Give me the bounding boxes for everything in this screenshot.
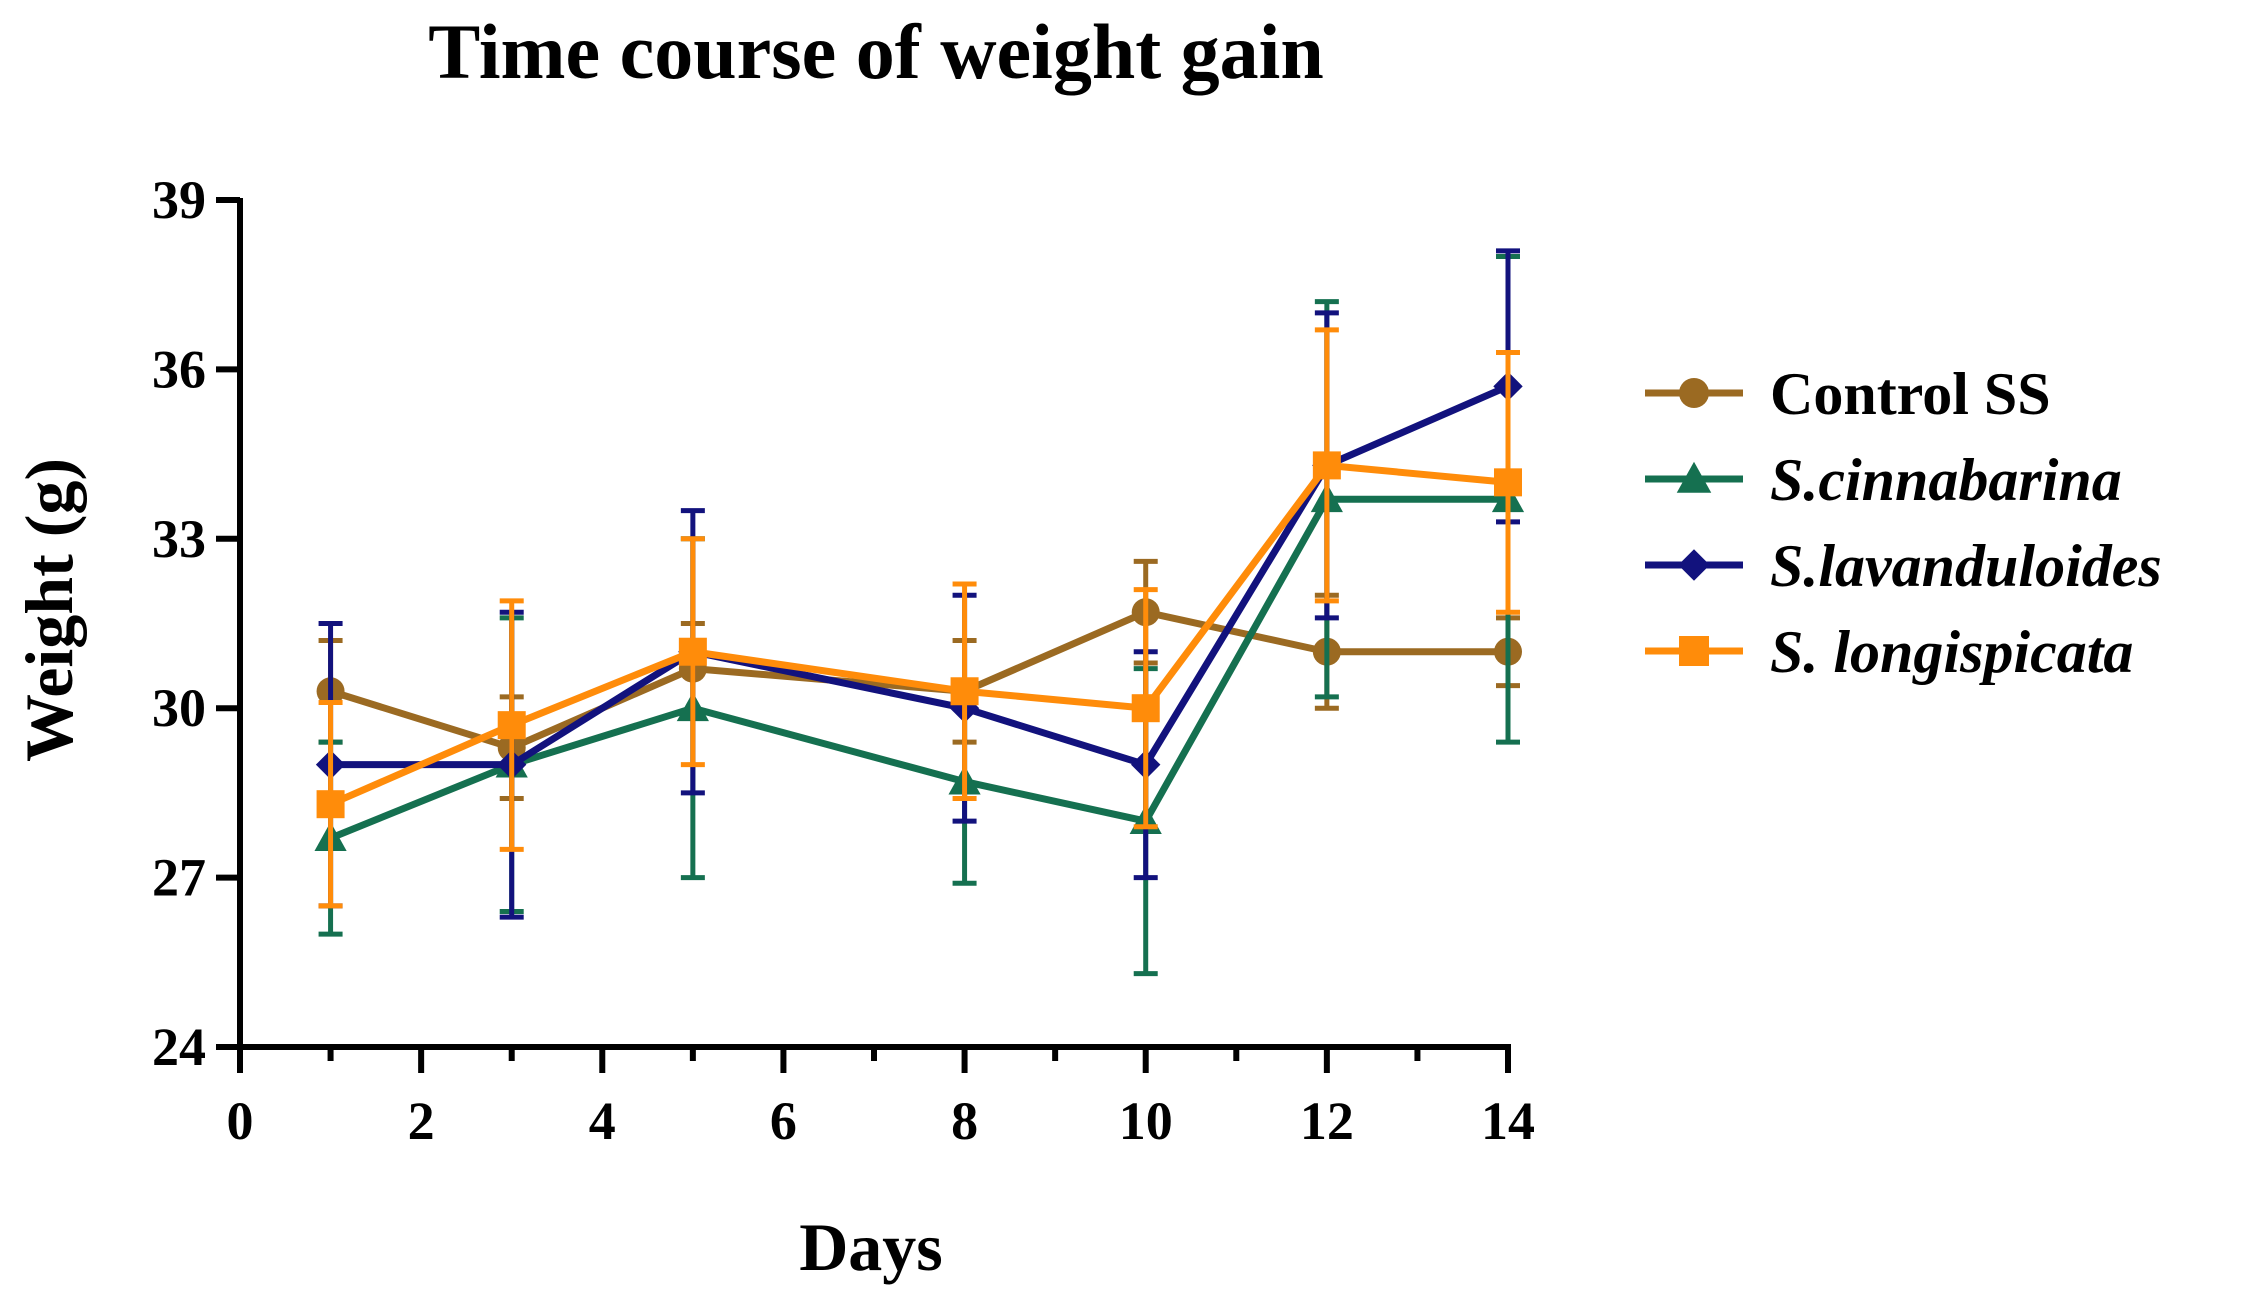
legend-label: Control SS: [1770, 361, 2051, 427]
x-tick-label: 0: [227, 1091, 254, 1151]
x-tick-label: 6: [770, 1091, 797, 1151]
x-tick-label: 8: [951, 1091, 978, 1151]
legend-label: S.cinnabarina: [1770, 447, 2122, 513]
legend-marker: [1676, 461, 1712, 493]
series-layer: [314, 248, 1525, 977]
legend-marker: [1678, 549, 1710, 581]
x-tick-label: 4: [589, 1091, 616, 1151]
y-tick-label: 30: [152, 678, 206, 738]
y-tick-label: 36: [152, 339, 206, 399]
series-s-cinnabarina: [314, 253, 1525, 977]
legend-item: S.lavanduloides: [1645, 533, 2162, 599]
legend: Control SS S.cinnabarina S.lavanduloides S.…: [1645, 361, 2162, 685]
legend-item: S.cinnabarina: [1645, 447, 2122, 513]
y-axis-label: Weight (g): [11, 458, 87, 762]
legend-item: S. longispicata: [1645, 619, 2133, 685]
x-tick-label: 12: [1300, 1091, 1354, 1151]
data-point: [1131, 694, 1160, 723]
y-tick-label: 24: [152, 1017, 206, 1077]
data-point: [1494, 468, 1522, 497]
data-point: [497, 711, 526, 740]
series-line: [329, 495, 1508, 842]
x-axis-label: Days: [799, 1209, 943, 1285]
x-tick-label: 10: [1119, 1091, 1173, 1151]
data-point: [678, 637, 707, 666]
legend-label: S.lavanduloides: [1770, 533, 2162, 599]
series-s-lavanduloides: [315, 248, 1523, 920]
series-s-longispicata: [316, 327, 1522, 909]
legend-marker: [1679, 636, 1709, 666]
legend-marker: [1679, 378, 1709, 408]
data-point: [316, 790, 345, 819]
legend-label: S. longispicata: [1770, 619, 2133, 685]
y-tick-label: 33: [152, 509, 206, 569]
x-tick-label: 2: [408, 1091, 435, 1151]
y-tick-label: 39: [152, 170, 206, 230]
axes: [237, 198, 1511, 1050]
data-point: [1312, 451, 1341, 480]
x-tick-label: 14: [1481, 1091, 1535, 1151]
data-point: [950, 677, 979, 706]
y-tick-label: 27: [152, 848, 206, 908]
legend-item: Control SS: [1645, 361, 2051, 427]
chart-title: Time course of weight gain: [428, 8, 1323, 95]
